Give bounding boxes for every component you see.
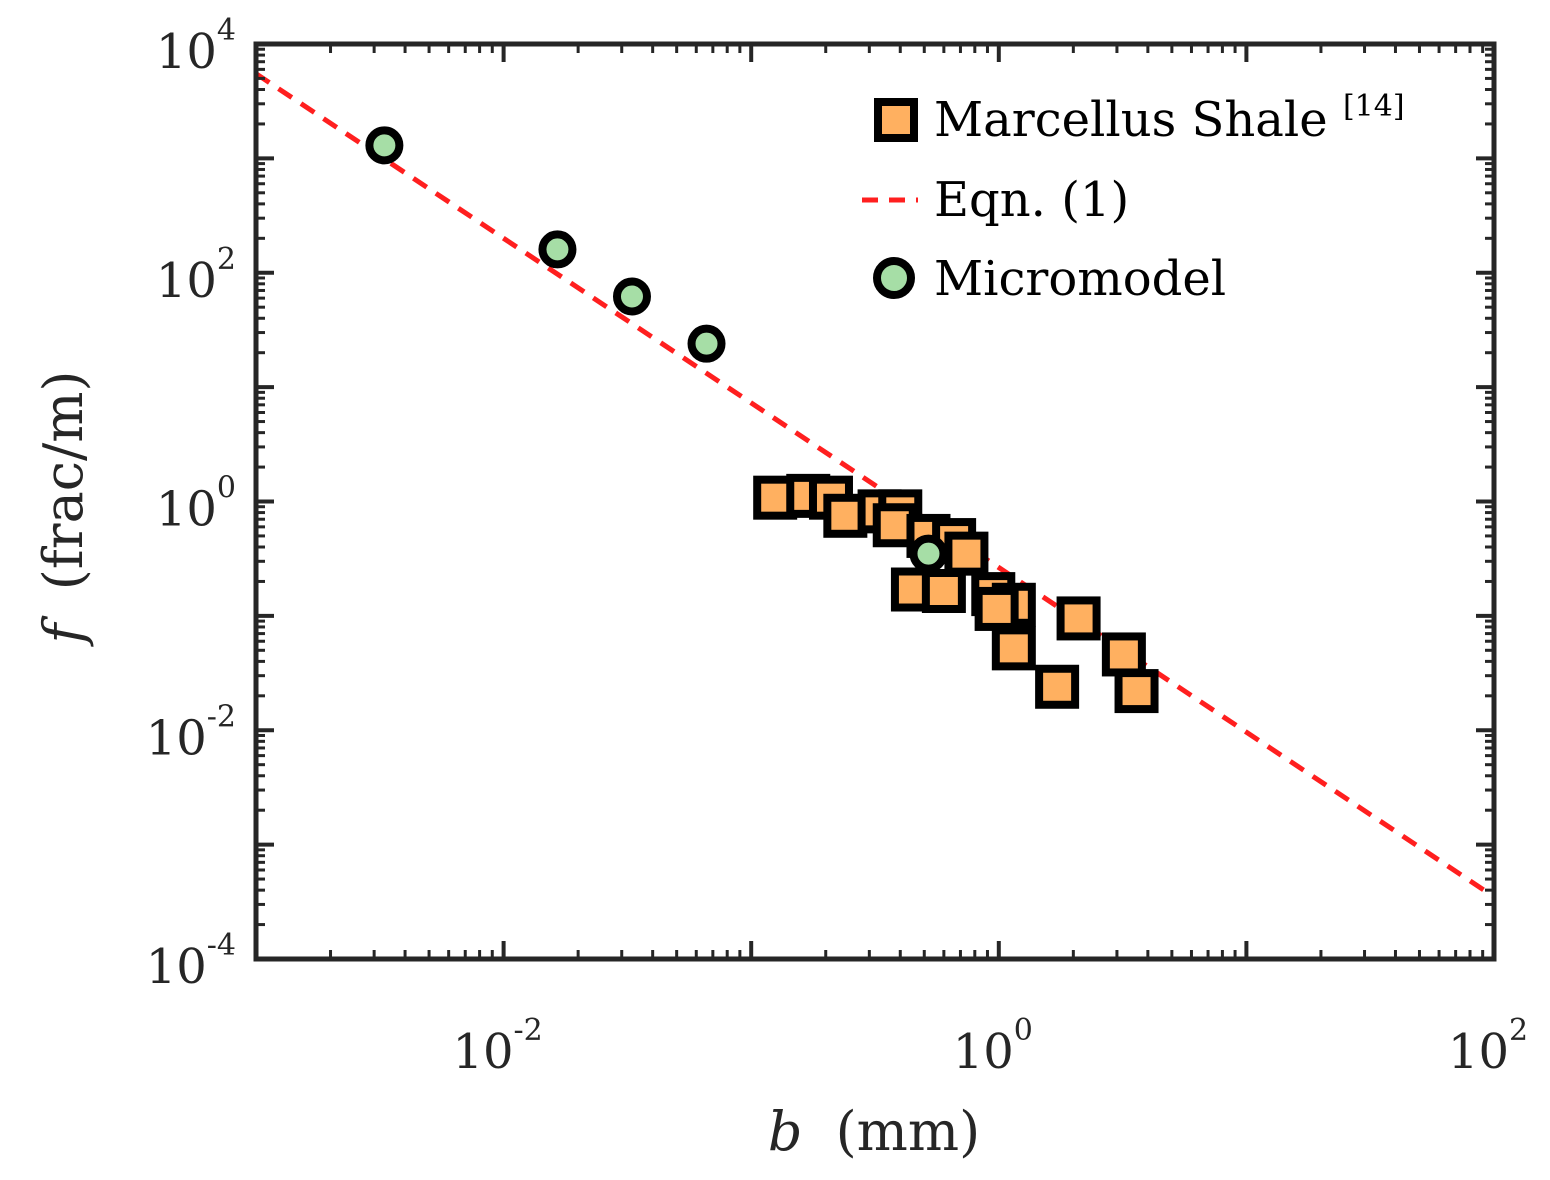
plot-content [254, 71, 1496, 899]
marcellus-point-10 [944, 531, 989, 576]
y-tick-label-4: 102 [156, 242, 236, 309]
y-tick-label-3: 100 [156, 471, 236, 538]
x-tick-label-3: 102 [1448, 1013, 1528, 1080]
y-axis-title: f (frac/m) [32, 371, 95, 648]
y-axis-unit: (frac/m) [32, 371, 95, 591]
marcellus-point-20 [1114, 669, 1159, 714]
marcellus-point-18 [1035, 664, 1080, 709]
legend-circle-icon [873, 257, 915, 299]
micromodel-point-2 [538, 230, 577, 269]
axes: 10-2 100 102 10-4 10-2 100 102 104 [146, 13, 1528, 1080]
marcellus-point-15 [974, 586, 1019, 631]
marcellus-point-12 [921, 569, 966, 614]
x-tick-label-1: 10-2 [452, 1013, 542, 1080]
x-axis-title: b (mm) [768, 1100, 980, 1163]
micromodel-point-1 [365, 126, 404, 165]
legend-label-equation: Eqn. (1) [934, 172, 1129, 228]
marcellus-point-16 [1056, 596, 1101, 641]
micromodel-point-5 [909, 534, 948, 573]
legend-label-marcellus: Marcellus Shale [934, 92, 1328, 148]
legend: Marcellus Shale [14] Eqn. (1) Micromodel [862, 89, 1405, 307]
plot-frame [253, 41, 1497, 962]
micromodel-point-3 [612, 277, 651, 316]
y-tick-label-2: 10-2 [146, 699, 236, 766]
marcellus-point-19 [1101, 632, 1146, 677]
legend-square-icon [874, 98, 918, 142]
y-tick-label-5: 104 [156, 13, 236, 80]
legend-reference: [14] [1343, 89, 1405, 124]
marcellus-point-4 [823, 493, 868, 538]
x-axis-variable: b [768, 1100, 803, 1163]
micromodel-point-4 [687, 324, 726, 363]
legend-entry-marcellus: Marcellus Shale [14] [934, 89, 1405, 148]
y-axis-variable: f [32, 615, 95, 647]
x-axis-unit: (mm) [836, 1100, 981, 1163]
y-tick-label-1: 10-4 [146, 928, 236, 995]
legend-label-micromodel: Micromodel [934, 251, 1226, 307]
marcellus-point-17 [991, 626, 1036, 671]
fit-line-eqn-1 [254, 71, 1496, 899]
x-tick-label-2: 100 [953, 1013, 1033, 1080]
